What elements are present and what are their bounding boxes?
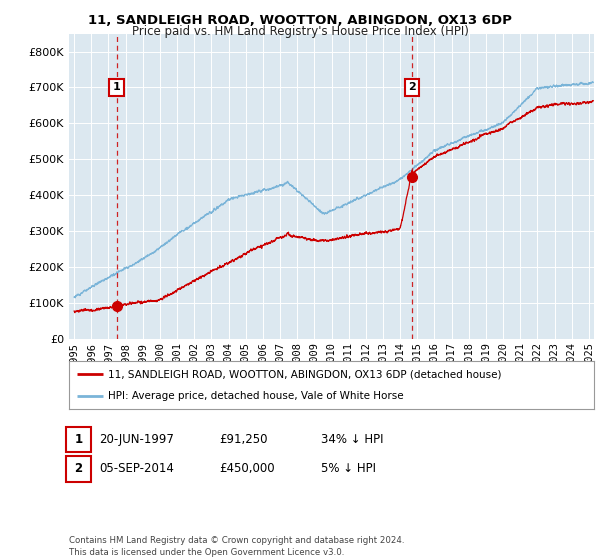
Text: £450,000: £450,000: [219, 462, 275, 475]
Text: £91,250: £91,250: [219, 433, 268, 446]
Text: 2: 2: [408, 82, 416, 92]
Text: HPI: Average price, detached house, Vale of White Horse: HPI: Average price, detached house, Vale…: [109, 391, 404, 401]
Text: 1: 1: [113, 82, 121, 92]
Text: 1: 1: [74, 433, 83, 446]
Text: 11, SANDLEIGH ROAD, WOOTTON, ABINGDON, OX13 6DP (detached house): 11, SANDLEIGH ROAD, WOOTTON, ABINGDON, O…: [109, 369, 502, 379]
Text: 20-JUN-1997: 20-JUN-1997: [99, 433, 174, 446]
Text: 05-SEP-2014: 05-SEP-2014: [99, 462, 174, 475]
Text: Price paid vs. HM Land Registry's House Price Index (HPI): Price paid vs. HM Land Registry's House …: [131, 25, 469, 38]
Text: 11, SANDLEIGH ROAD, WOOTTON, ABINGDON, OX13 6DP: 11, SANDLEIGH ROAD, WOOTTON, ABINGDON, O…: [88, 14, 512, 27]
Text: 2: 2: [74, 462, 83, 475]
Text: Contains HM Land Registry data © Crown copyright and database right 2024.
This d: Contains HM Land Registry data © Crown c…: [69, 536, 404, 557]
Text: 5% ↓ HPI: 5% ↓ HPI: [321, 462, 376, 475]
Text: 34% ↓ HPI: 34% ↓ HPI: [321, 433, 383, 446]
